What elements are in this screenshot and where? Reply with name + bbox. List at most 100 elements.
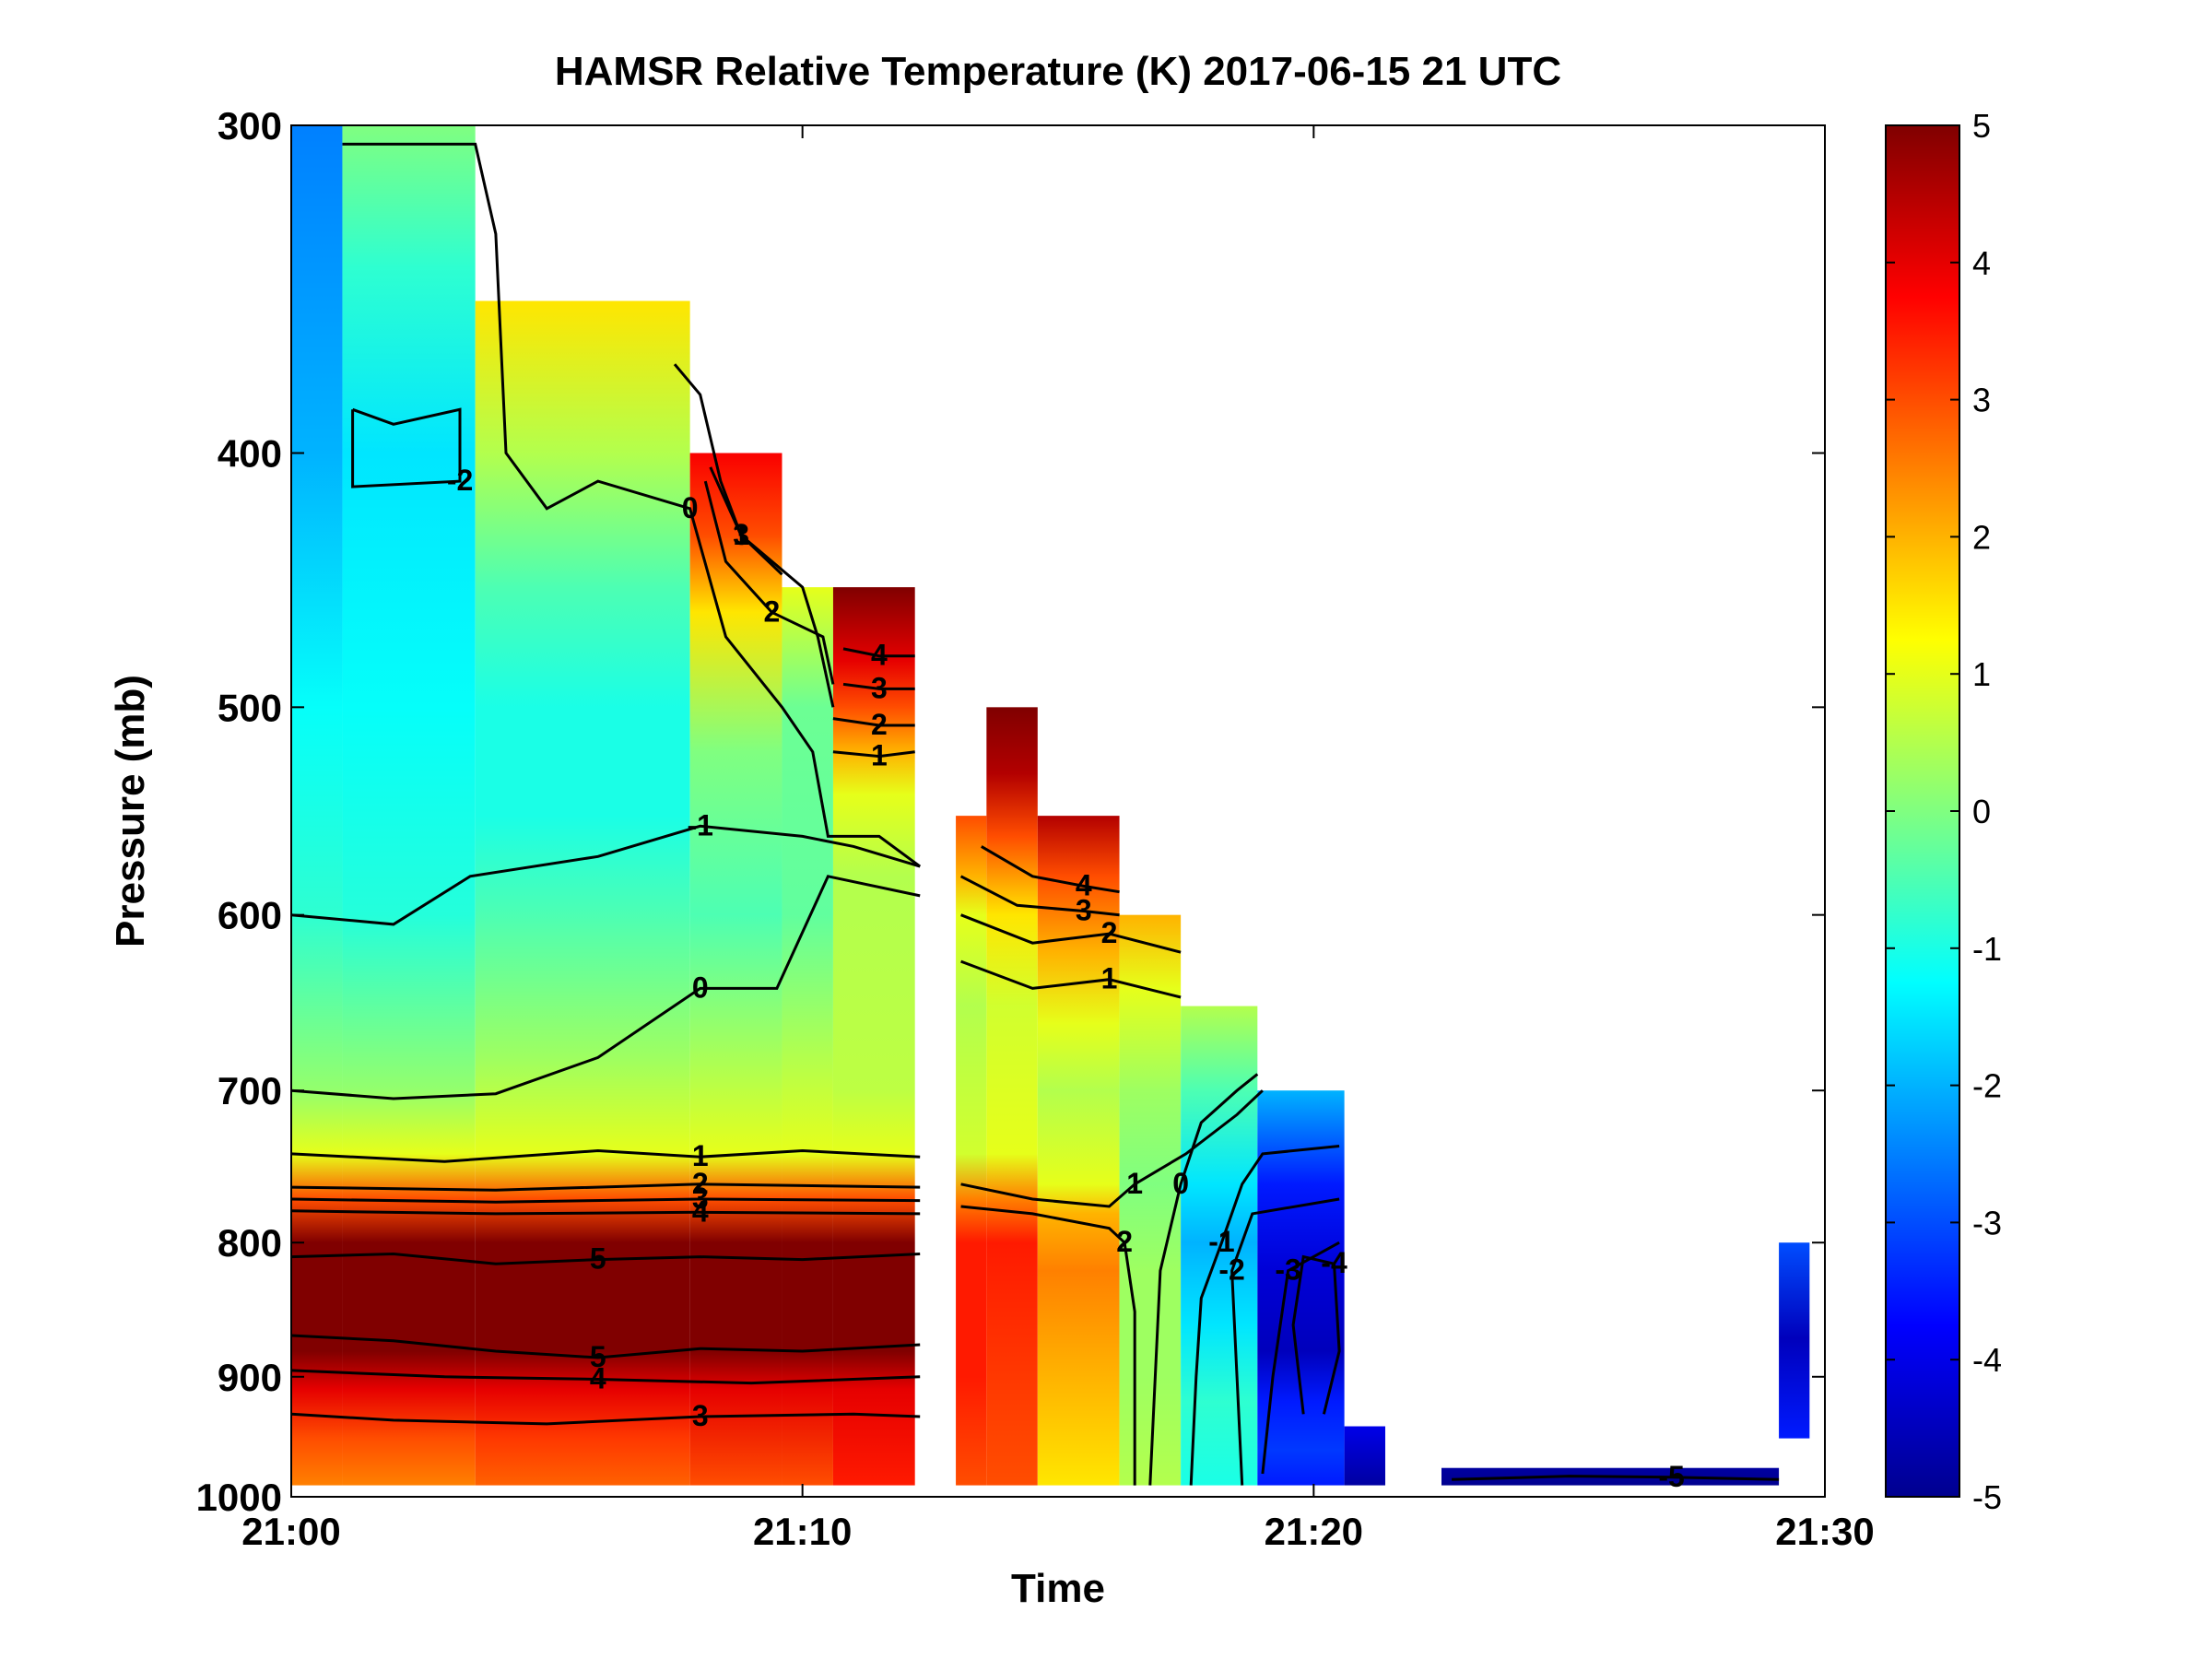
heatmap-column xyxy=(1779,1242,1810,1439)
y-tick-label: 700 xyxy=(218,1069,282,1112)
contour-line xyxy=(291,875,921,1100)
colorbar-tick-label: -4 xyxy=(1972,1341,2002,1379)
contour-line xyxy=(1452,1475,1780,1481)
contour-line xyxy=(832,750,915,759)
contour-line xyxy=(1189,1145,1340,1486)
contour-label: -5 xyxy=(1658,1460,1684,1493)
contour-line xyxy=(291,1182,921,1192)
colorbar-tick-label: 2 xyxy=(1972,518,1991,556)
contour-line xyxy=(351,407,462,488)
contour-label: 3 xyxy=(692,1399,709,1432)
plot-frame xyxy=(290,124,1826,1498)
y-tick-label: 600 xyxy=(218,894,282,937)
colorbar-ticks: 5 4 3 2 1 0 -1 -2 -3 -4 -5 xyxy=(1886,107,2002,1516)
x-tick-label: 21:00 xyxy=(241,1510,340,1553)
contour-label: 4 xyxy=(871,639,888,672)
contour-line xyxy=(981,845,1120,894)
colorbar-tick-label: 0 xyxy=(1972,793,1991,830)
x-axis-ticks: 21:00 21:10 21:20 21:30 xyxy=(241,125,1875,1553)
contour-label: -4 xyxy=(1321,1246,1347,1279)
y-tick-label: 500 xyxy=(218,686,282,729)
contour-line xyxy=(291,1148,921,1163)
heatmap-column xyxy=(291,125,343,1486)
heatmap-column xyxy=(689,453,782,1486)
heatmap-column xyxy=(956,816,987,1486)
colorbar-tick-label: 3 xyxy=(1972,382,1991,419)
contour-label: 2 xyxy=(871,708,888,741)
contour-label: 5 xyxy=(590,1242,606,1276)
contour-label: -1 xyxy=(688,808,713,841)
contour-label: -3 xyxy=(1275,1253,1300,1287)
contour-label: 2 xyxy=(692,1167,709,1200)
contour-label: -2 xyxy=(1218,1253,1244,1287)
contour-label: 0 xyxy=(682,491,699,524)
heatmap-column xyxy=(342,125,476,1486)
contour-line xyxy=(1230,1197,1340,1486)
contour-label: 1 xyxy=(1101,962,1118,995)
colorbar-tick-label: -5 xyxy=(1972,1478,2002,1516)
colorbar-tick-label: 5 xyxy=(1972,107,1991,145)
contour-line xyxy=(960,913,1182,954)
contour-label: 4 xyxy=(590,1362,606,1395)
contour-line xyxy=(1148,1073,1259,1486)
heatmap-column xyxy=(1344,1426,1385,1486)
contour-line xyxy=(960,959,1182,999)
contour-label: 1 xyxy=(692,1139,709,1172)
colorbar-tick-label: -3 xyxy=(1972,1204,2002,1241)
contour-line xyxy=(703,480,835,685)
contour-line xyxy=(291,1334,921,1359)
contour-label: 0 xyxy=(1172,1167,1189,1200)
contour-line xyxy=(842,647,915,658)
colorbar xyxy=(1885,124,1960,1498)
contour-label: 3 xyxy=(692,1182,709,1215)
contour-line xyxy=(960,1089,1264,1208)
y-tick-label: 900 xyxy=(218,1356,282,1399)
contour-line xyxy=(342,142,922,868)
contour-line xyxy=(709,466,783,576)
heatmap-column xyxy=(782,587,833,1486)
contour-line xyxy=(1291,1254,1341,1415)
contour-label: 3 xyxy=(871,671,888,704)
contour-line xyxy=(959,875,1120,917)
contour-label: 3 xyxy=(733,518,749,551)
contour-line xyxy=(291,1252,921,1265)
heatmap-column xyxy=(986,707,1038,1486)
chart-title: HAMSR Relative Temperature (K) 2017-06-1… xyxy=(555,49,1561,94)
heatmap-cells xyxy=(291,125,1810,1486)
contour-line xyxy=(832,717,915,727)
colorbar-tick-label: -2 xyxy=(1972,1067,2002,1105)
contour-label: 4 xyxy=(692,1194,709,1228)
heatmap-column xyxy=(1257,1090,1345,1486)
contour-label: 5 xyxy=(590,1340,606,1373)
contour-line xyxy=(291,1369,921,1385)
colorbar-tick-label: -1 xyxy=(1972,930,2002,968)
y-axis-label: Pressure (mb) xyxy=(108,675,153,947)
contour-label: -2 xyxy=(447,464,473,497)
contour-line xyxy=(960,1205,1136,1486)
contour-label: 1 xyxy=(1126,1167,1143,1200)
x-axis-label: Time xyxy=(1011,1566,1105,1611)
contour-line xyxy=(291,824,921,926)
x-tick-label: 21:10 xyxy=(753,1510,852,1553)
y-tick-label: 400 xyxy=(218,432,282,476)
heatmap-column xyxy=(1119,914,1182,1486)
colorbar-tick-label: 4 xyxy=(1972,244,1991,282)
contour-line xyxy=(1261,1241,1340,1475)
contour-label: 2 xyxy=(1101,916,1118,949)
y-tick-label: 800 xyxy=(218,1221,282,1265)
contour-label: 3 xyxy=(1076,894,1092,927)
heatmap-column xyxy=(832,587,915,1486)
contour-label: 2 xyxy=(1116,1225,1133,1258)
x-tick-label: 21:20 xyxy=(1265,1510,1363,1553)
y-tick-label: 300 xyxy=(218,104,282,147)
contour-line xyxy=(842,682,915,690)
x-tick-label: 21:30 xyxy=(1775,1510,1874,1553)
contour-line xyxy=(291,1412,921,1426)
contour-label: 4 xyxy=(1076,868,1092,901)
contour-label: 0 xyxy=(692,971,709,1004)
y-tick-label: 1000 xyxy=(196,1476,282,1519)
heatmap-column xyxy=(1037,816,1120,1486)
